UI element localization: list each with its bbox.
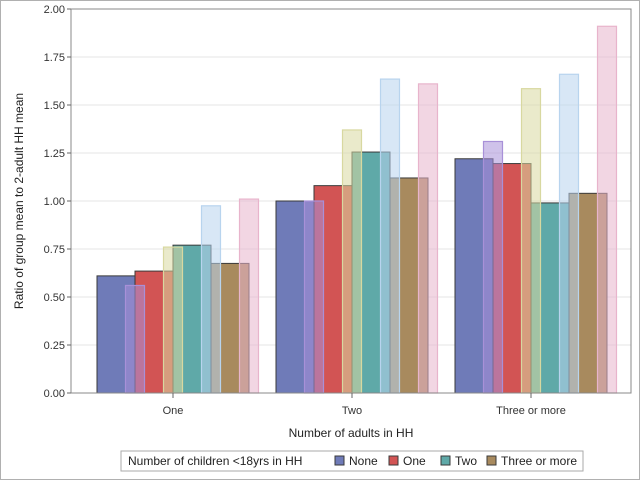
x-tick-label: Three or more [496,405,566,417]
legend-item-label: One [403,454,426,468]
y-tick-label: 0.50 [44,292,65,304]
legend-title: Number of children <18yrs in HH [128,454,302,468]
overlay-bar [341,129,363,394]
legend-item-label: Two [455,454,477,468]
x-tick-labels: One Two Three or more [163,393,566,417]
y-tick-label: 0.75 [44,244,65,256]
legend-items: None One Two Three or more [334,454,577,468]
legend-swatch [440,455,451,466]
legend-swatch [334,455,345,466]
y-tick-label: 0.25 [44,340,65,352]
legend-swatch [486,455,497,466]
x-axis-title: Number of adults in HH [289,426,414,440]
y-axis-title: Ratio of group mean to 2-adult HH mean [12,93,26,309]
y-tick-label: 0.00 [44,388,65,400]
legend: Number of children <18yrs in HH None One T… [120,450,584,472]
x-tick-label: Two [342,405,362,417]
overlay-bar [238,198,260,394]
legend-swatch [388,455,399,466]
x-tick-label: One [163,405,184,417]
overlay-bar [162,246,184,394]
overlay-bar [558,73,580,394]
legend-item-label: Three or more [501,454,577,468]
y-tick-label: 1.25 [44,148,65,160]
overlay-bar [124,284,146,394]
y-tick-label: 1.75 [44,52,65,64]
overlay-bar [482,140,504,394]
legend-item-label: None [349,454,378,468]
y-tick-labels: 0.00 0.25 0.50 0.75 1.00 1.25 1.50 1.75 2.00 [44,4,71,400]
legend-box [120,450,584,472]
overlay-bar [379,78,401,394]
overlay-bar [303,200,325,394]
overlay-bars [124,25,618,394]
y-tick-label: 1.00 [44,196,65,208]
overlay-bar [596,25,618,394]
overlay-bar [200,205,222,394]
overlay-bar [417,83,439,394]
y-tick-label: 1.50 [44,100,65,112]
y-tick-label: 2.00 [44,4,65,16]
overlay-bar [520,88,542,394]
